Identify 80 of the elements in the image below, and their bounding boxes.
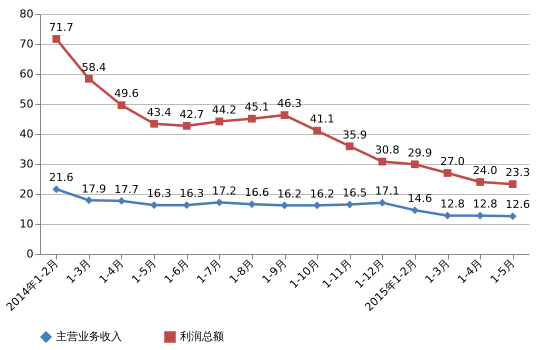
data-label: 30.8 (375, 144, 400, 157)
data-label: 58.4 (82, 60, 106, 74)
point (378, 198, 386, 207)
point (85, 196, 93, 204)
data-label: 29.9 (408, 146, 432, 160)
data-label: 12.6 (505, 198, 530, 212)
point (248, 200, 256, 208)
data-label: 21.6 (49, 171, 74, 184)
y-tick-label: 60 (20, 68, 34, 80)
data-label: 41.1 (310, 112, 334, 126)
point (508, 212, 517, 220)
x-tick-label: 1-5月 (488, 256, 518, 286)
point (85, 74, 93, 83)
point (118, 101, 126, 110)
point (215, 118, 224, 126)
data-label: 17.7 (114, 182, 139, 196)
y-tick-label: 10 (20, 218, 34, 230)
y-tick-label: 20 (20, 188, 34, 200)
y-tick-label: 80 (20, 8, 34, 20)
point (313, 126, 321, 135)
point (280, 202, 288, 210)
data-label: 44.2 (212, 103, 237, 116)
data-label: 46.3 (277, 97, 302, 110)
data-label: 14.6 (408, 192, 432, 206)
data-label: 12.8 (440, 198, 465, 211)
data-label: 23.3 (505, 166, 530, 180)
legend-label: 利润总额 (180, 330, 224, 343)
data-label: 71.7 (49, 20, 74, 34)
data-label: 24.0 (472, 164, 498, 177)
data-label: 17.9 (82, 182, 106, 196)
data-label: 45.1 (244, 100, 270, 114)
data-label: 16.6 (244, 186, 270, 200)
point (150, 201, 158, 209)
data-label: 43.4 (146, 106, 172, 119)
point (118, 197, 126, 205)
data-label: 16.5 (342, 186, 367, 200)
y-tick-label: 40 (20, 128, 34, 140)
x-tick-label: 1-8月 (226, 256, 257, 286)
x-tick-label: 1-3月 (422, 256, 452, 286)
x-tick-label: 1-5月 (129, 256, 159, 286)
point (52, 35, 60, 43)
x-tick-label: 1-4月 (96, 256, 126, 286)
data-label: 17.2 (212, 184, 237, 198)
data-label: 17.1 (375, 184, 400, 198)
data-label: 16.3 (179, 187, 204, 200)
data-label: 16.2 (277, 187, 302, 200)
y-tick-label: 30 (20, 158, 34, 170)
point (346, 142, 354, 150)
point (508, 180, 517, 188)
data-label: 27.0 (440, 155, 465, 168)
point (476, 178, 484, 186)
point (182, 122, 191, 130)
x-tick-label: 1-9月 (260, 256, 290, 286)
point (378, 158, 386, 166)
x-tick-label: 1-7月 (194, 256, 224, 286)
data-label: 16.2 (310, 187, 334, 200)
point (150, 120, 158, 128)
data-label: 16.3 (146, 187, 172, 200)
point (52, 185, 60, 194)
point (248, 114, 256, 123)
data-label: 12.8 (472, 198, 498, 211)
data-label: 49.6 (114, 87, 139, 100)
y-tick-label: 0 (26, 248, 34, 260)
point (411, 160, 419, 168)
x-tick-label: 1-4月 (455, 256, 485, 286)
point (444, 212, 452, 220)
data-label: 42.7 (179, 108, 204, 121)
x-tick-label: 1-3月 (64, 256, 94, 286)
point (280, 111, 288, 119)
legend-label: 主营业务收入 (56, 330, 122, 343)
point (411, 206, 419, 214)
y-tick-label: 50 (20, 98, 34, 110)
point (313, 202, 321, 210)
x-tick-label: 1-6月 (162, 256, 192, 286)
y-tick-label: 70 (20, 38, 34, 50)
point (215, 198, 224, 206)
data-label: 35.9 (342, 128, 367, 142)
point (182, 201, 191, 209)
point (476, 212, 484, 220)
point (444, 169, 452, 177)
